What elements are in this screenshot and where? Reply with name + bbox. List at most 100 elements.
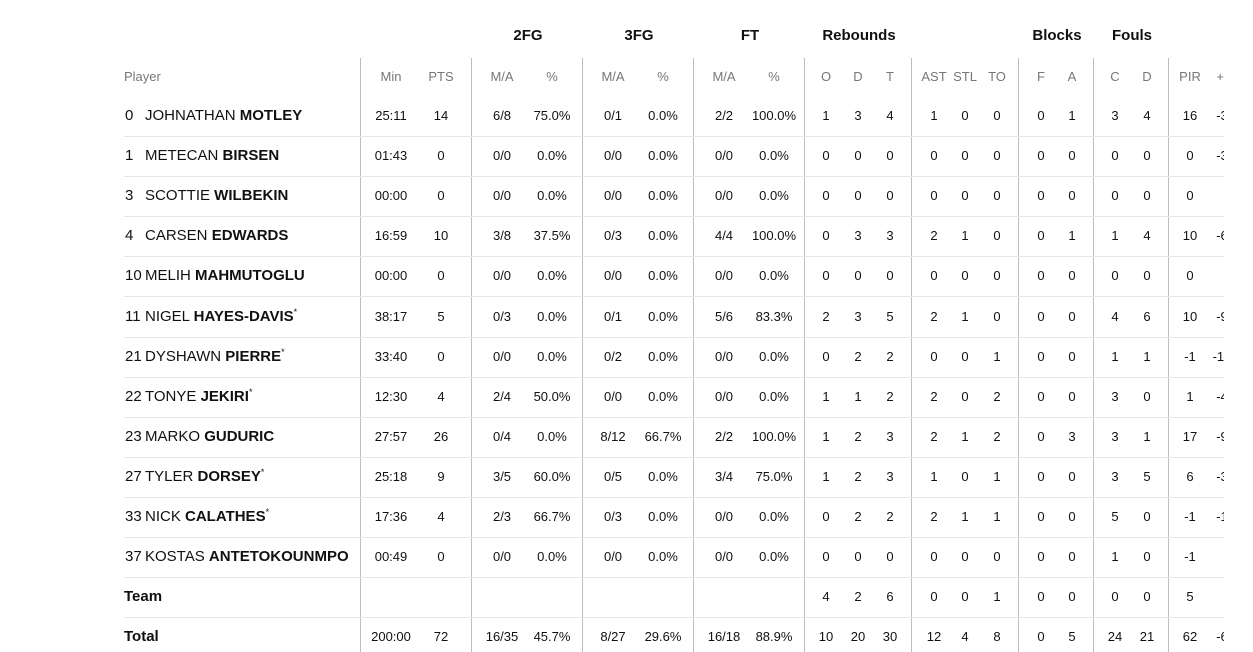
group-header-gblk: Blocks <box>1032 27 1082 44</box>
player-name[interactable]: MARKO GUDURIC <box>145 428 274 445</box>
stat-cell-a: 1 <box>1068 108 1076 123</box>
stat-cell-t: 0 <box>886 188 894 204</box>
player-first-name: TONYE <box>145 387 201 405</box>
player-name[interactable]: CARSEN EDWARDS <box>145 227 288 244</box>
stat-cell-ast: 2 <box>930 308 938 324</box>
team-stat-cell: 0 <box>1111 589 1119 605</box>
player-name[interactable]: KOSTAS ANTETOKOUNMPO <box>145 548 349 565</box>
stat-cell-f: 0 <box>1037 228 1045 244</box>
stat-cell-pts: 0 <box>437 348 445 364</box>
player-name[interactable]: METECAN BIRSEN <box>145 147 279 164</box>
column-header-11[interactable]: AST <box>921 69 947 84</box>
stat-cell-d: 3 <box>854 228 862 244</box>
stat-cell-to: 1 <box>993 468 1001 484</box>
stat-cell-: -1 <box>1216 509 1224 524</box>
stat-cell-: 0.0% <box>759 348 789 364</box>
stat-cell-ma: 0/0 <box>603 388 623 404</box>
stat-cell-pts: 4 <box>437 388 445 404</box>
player-number: 11 <box>125 307 141 325</box>
stat-cell-a: 3 <box>1068 428 1076 444</box>
starter-marker: * <box>281 346 285 357</box>
stat-cell-to: 1 <box>993 348 1001 364</box>
stat-cell-: -10 <box>1212 348 1224 364</box>
row-divider <box>124 456 1224 458</box>
player-number: 10 <box>125 267 142 285</box>
stat-cell-d: 6 <box>1143 308 1151 324</box>
stat-cell-min: 38:17 <box>374 308 408 324</box>
stat-cell-d: 4 <box>1143 108 1151 123</box>
player-name[interactable]: JOHNATHAN MOTLEY <box>145 107 302 124</box>
column-header-4[interactable]: M/A <box>601 69 625 84</box>
stat-cell-o: 1 <box>822 468 830 484</box>
stat-cell-ma: 0/1 <box>603 108 623 123</box>
total-stat-cell: 24 <box>1107 629 1123 645</box>
column-header-19[interactable]: +/ <box>1216 69 1224 84</box>
total-stat-cell: 21 <box>1139 629 1155 645</box>
stat-cell-: 0.0% <box>648 308 678 324</box>
total-stat-cell: 200:00 <box>371 629 411 645</box>
stat-cell-: -9 <box>1216 428 1224 444</box>
player-name[interactable]: NICK CALATHES* <box>145 507 269 525</box>
player-name[interactable]: NIGEL HAYES-DAVIS* <box>145 307 297 325</box>
stat-cell-t: 4 <box>886 108 894 123</box>
column-header-12[interactable]: STL <box>953 69 977 84</box>
stat-cell-d: 1 <box>854 388 862 404</box>
stat-cell-ma: 0/0 <box>714 549 734 565</box>
stat-cell-ma: 3/4 <box>714 468 734 484</box>
player-name[interactable]: MELIH MAHMUTOGLU <box>145 267 305 284</box>
stat-cell-ma: 0/0 <box>603 268 623 284</box>
team-stat-cell: 0 <box>961 589 969 605</box>
player-number: 1 <box>125 147 134 165</box>
stat-cell-d: 3 <box>854 308 862 324</box>
player-name[interactable]: DYSHAWN PIERRE* <box>145 346 285 365</box>
column-header-17[interactable]: D <box>1142 69 1152 84</box>
stat-cell-to: 2 <box>993 428 1001 444</box>
player-name[interactable]: SCOTTIE WILBEKIN <box>145 187 288 204</box>
player-name[interactable]: TYLER DORSEY* <box>145 467 264 485</box>
column-header-1[interactable]: PTS <box>428 69 454 84</box>
column-header-8[interactable]: O <box>820 69 832 84</box>
player-number: 37 <box>125 548 142 566</box>
stat-cell-ma: 0/0 <box>492 148 512 164</box>
stat-cell-min: 25:18 <box>374 468 408 484</box>
player-last-name: JEKIRI <box>200 387 249 405</box>
stat-cell-d: 0 <box>1143 549 1151 565</box>
column-header-2[interactable]: M/A <box>490 69 514 84</box>
stat-cell-: 66.7% <box>644 428 682 444</box>
stat-cell-t: 2 <box>886 388 894 404</box>
stat-cell-: -3 <box>1216 148 1224 164</box>
column-header-player[interactable]: Player <box>124 69 161 84</box>
column-header-5[interactable]: % <box>657 69 669 84</box>
stat-cell-pir: 0 <box>1186 188 1194 204</box>
row-divider <box>124 617 1224 619</box>
column-header-10[interactable]: T <box>886 69 894 84</box>
stat-cell-ma: 2/4 <box>492 388 512 404</box>
stat-cell-to: 0 <box>993 228 1001 244</box>
row-divider <box>124 216 1224 218</box>
column-header-7[interactable]: % <box>768 69 780 84</box>
stat-cell-f: 0 <box>1037 188 1045 204</box>
column-header-13[interactable]: TO <box>988 69 1006 84</box>
stat-cell-c: 5 <box>1111 509 1119 524</box>
stat-cell-: 37.5% <box>533 228 571 244</box>
stat-cell-: 0.0% <box>537 348 567 364</box>
stat-cell-ast: 0 <box>930 348 938 364</box>
stat-cell-d: 2 <box>854 468 862 484</box>
stat-cell-: 60.0% <box>533 468 571 484</box>
player-number: 22 <box>125 387 142 405</box>
stat-cell-d: 0 <box>1143 268 1151 284</box>
team-stat-cell: 1 <box>993 589 1001 605</box>
column-header-15[interactable]: A <box>1067 69 1077 84</box>
stat-cell-min: 00:00 <box>374 268 408 284</box>
player-name[interactable]: TONYE JEKIRI* <box>145 387 252 405</box>
column-header-14[interactable]: F <box>1037 69 1045 84</box>
column-header-0[interactable]: Min <box>380 69 402 84</box>
stat-cell-: 0.0% <box>648 188 678 204</box>
column-header-6[interactable]: M/A <box>712 69 736 84</box>
column-header-16[interactable]: C <box>1110 69 1120 84</box>
column-header-3[interactable]: % <box>546 69 558 84</box>
column-header-18[interactable]: PIR <box>1179 69 1201 84</box>
column-header-9[interactable]: D <box>853 69 863 84</box>
column-divider <box>804 58 805 652</box>
stat-cell-ma: 0/0 <box>714 148 734 164</box>
